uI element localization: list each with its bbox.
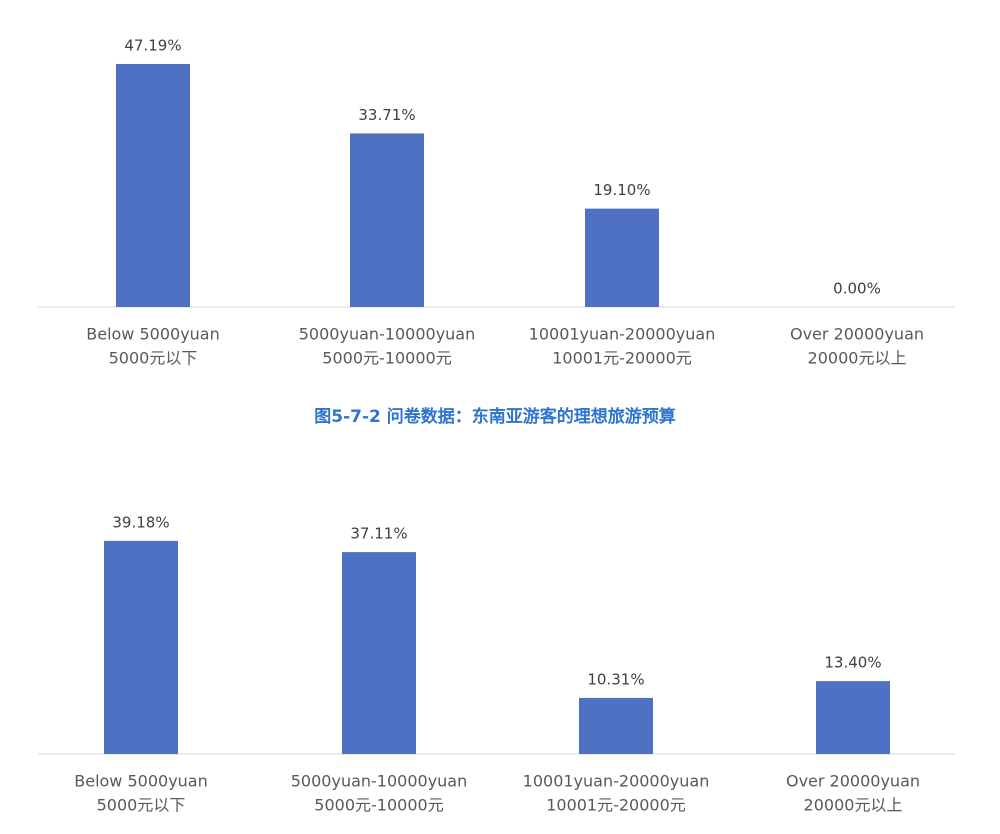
bar — [816, 681, 890, 754]
x-tick-label: 5000yuan-10000yuan — [299, 325, 476, 344]
x-tick-label: Over 20000yuan — [786, 772, 920, 791]
value-label: 39.18% — [112, 513, 169, 531]
x-tick-label: 10001元-20000元 — [546, 796, 686, 815]
value-label: 33.71% — [358, 106, 415, 124]
x-tick-label: 5000yuan-10000yuan — [291, 772, 468, 791]
x-tick-label: 5000元-10000元 — [322, 349, 451, 368]
bar — [585, 208, 659, 307]
bar — [350, 133, 424, 307]
caption: 图5-7-2 问卷数据：东南亚游客的理想旅游预算 — [314, 406, 676, 427]
value-label: 0.00% — [833, 280, 881, 298]
bar — [116, 63, 190, 308]
x-tick-label: Below 5000yuan — [86, 325, 220, 344]
value-label: 47.19% — [124, 36, 181, 54]
x-tick-label: 5000元-10000元 — [314, 796, 443, 815]
x-tick-label: 20000元以上 — [804, 796, 903, 815]
x-tick-label: Over 20000yuan — [790, 325, 924, 344]
bar — [342, 552, 416, 754]
x-tick-label: 5000元以下 — [97, 796, 186, 815]
x-tick-label: 20000元以上 — [808, 349, 907, 368]
x-tick-label: 10001yuan-20000yuan — [529, 325, 716, 344]
value-label: 13.40% — [824, 654, 881, 672]
value-label: 37.11% — [350, 525, 407, 543]
bar — [579, 697, 653, 754]
x-tick-label: 10001元-20000元 — [552, 349, 692, 368]
value-label: 10.31% — [587, 670, 644, 688]
x-tick-label: 5000元以下 — [109, 349, 198, 368]
value-label: 19.10% — [593, 181, 650, 199]
x-tick-label: 10001yuan-20000yuan — [523, 772, 710, 791]
x-tick-label: Below 5000yuan — [74, 772, 208, 791]
bar — [104, 540, 178, 754]
